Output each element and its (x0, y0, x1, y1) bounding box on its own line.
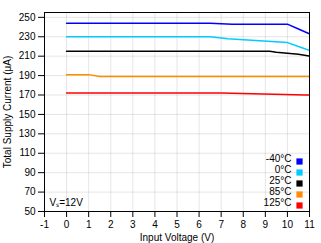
svg-text:8: 8 (240, 219, 246, 230)
svg-text:70: 70 (24, 186, 36, 197)
svg-text:85°C: 85°C (269, 186, 291, 197)
svg-text:250: 250 (19, 12, 36, 23)
svg-text:230: 230 (19, 31, 36, 42)
svg-text:9: 9 (263, 219, 269, 230)
svg-text:3: 3 (130, 219, 136, 230)
svg-text:125°C: 125°C (264, 197, 292, 208)
svg-text:Vₛ=12V: Vₛ=12V (50, 197, 84, 208)
svg-text:110: 110 (20, 147, 36, 158)
svg-text:-40°C: -40°C (266, 153, 292, 164)
svg-text:0°C: 0°C (275, 164, 292, 175)
svg-text:4: 4 (152, 219, 158, 230)
svg-text:210: 210 (19, 50, 36, 61)
svg-text:1: 1 (86, 219, 92, 230)
svg-text:Input Voltage (V): Input Voltage (V) (140, 232, 215, 243)
svg-text:90: 90 (24, 167, 36, 178)
svg-text:-1: -1 (40, 219, 49, 230)
svg-text:Total Supply Current (μA): Total Supply Current (μA) (2, 56, 13, 168)
svg-text:7: 7 (218, 219, 224, 230)
svg-text:50: 50 (24, 206, 36, 217)
svg-text:10: 10 (282, 219, 294, 230)
svg-text:130: 130 (19, 128, 36, 139)
svg-text:170: 170 (19, 89, 36, 100)
svg-text:25°C: 25°C (269, 175, 291, 186)
svg-text:150: 150 (19, 109, 36, 120)
svg-text:6: 6 (196, 219, 202, 230)
svg-text:11: 11 (304, 219, 315, 230)
svg-text:5: 5 (174, 219, 180, 230)
svg-text:190: 190 (19, 70, 36, 81)
svg-text:0: 0 (64, 219, 70, 230)
svg-text:2: 2 (108, 219, 114, 230)
